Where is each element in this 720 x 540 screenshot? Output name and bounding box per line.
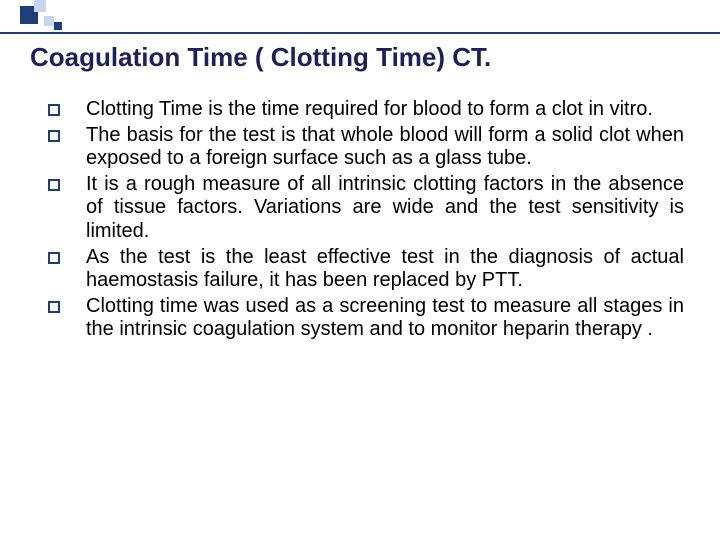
slide-body: Clotting Time is the time required for b… [48,98,684,344]
bullet-text: Clotting Time is the time required for b… [86,98,684,122]
list-item: The basis for the test is that whole blo… [48,124,684,171]
square-bullet-icon [48,252,60,264]
accent-horizontal-rule [0,32,720,34]
bullet-text: Clotting time was used as a screening te… [86,295,684,342]
list-item: Clotting Time is the time required for b… [48,98,684,122]
slide-title: Coagulation Time ( Clotting Time) CT. [30,42,491,73]
accent-square-light-2 [44,16,54,26]
square-bullet-icon [48,179,60,191]
list-item: Clotting time was used as a screening te… [48,295,684,342]
list-item: As the test is the least effective test … [48,246,684,293]
slide-header-accent [0,0,720,34]
bullet-text: The basis for the test is that whole blo… [86,124,684,171]
square-bullet-icon [48,301,60,313]
accent-square-light-1 [34,0,46,12]
bullet-text: As the test is the least effective test … [86,246,684,293]
accent-square-dark-2 [54,22,62,30]
bullet-text: It is a rough measure of all intrinsic c… [86,173,684,244]
square-bullet-icon [48,104,60,116]
square-bullet-icon [48,130,60,142]
list-item: It is a rough measure of all intrinsic c… [48,173,684,244]
